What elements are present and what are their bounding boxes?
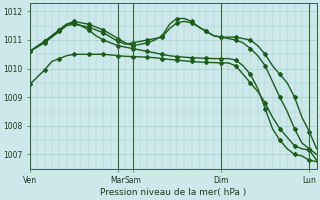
X-axis label: Pression niveau de la mer( hPa ): Pression niveau de la mer( hPa ) [100,188,246,197]
